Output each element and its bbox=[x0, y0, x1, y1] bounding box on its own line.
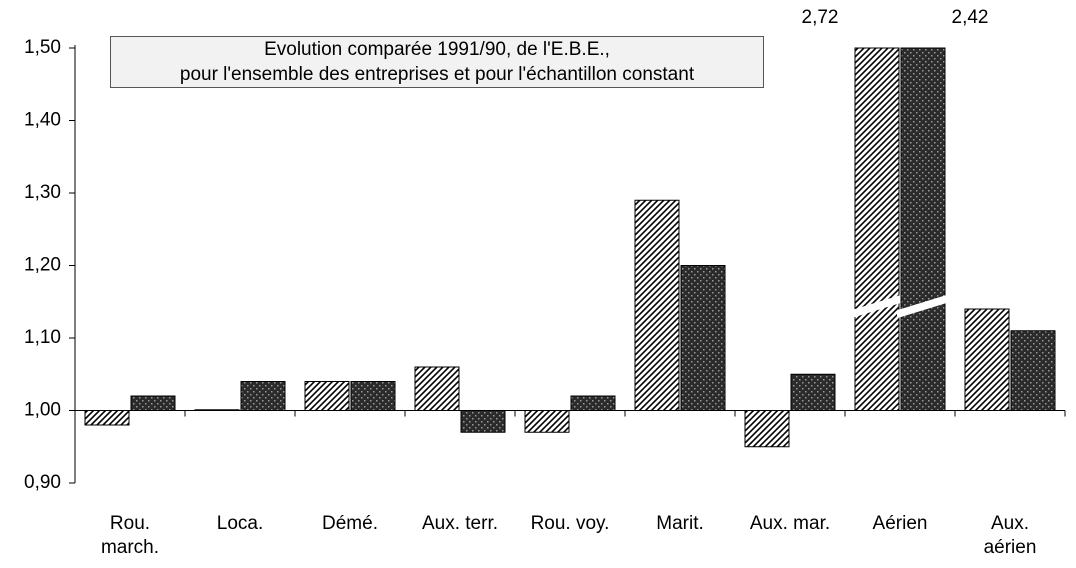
x-tick-label: Aérien bbox=[872, 513, 928, 534]
y-tick-label: 1,10 bbox=[24, 327, 61, 348]
x-tick-label: Démé. bbox=[322, 513, 378, 534]
bar bbox=[790, 373, 836, 411]
bar bbox=[1010, 330, 1056, 411]
y-tick-label: 1,50 bbox=[24, 37, 61, 58]
bar bbox=[964, 308, 1010, 411]
bar bbox=[524, 410, 570, 433]
x-tick-label: Rou. march. bbox=[100, 513, 160, 558]
bar bbox=[634, 199, 680, 411]
bar bbox=[680, 265, 726, 411]
value-label: 2,72 bbox=[802, 7, 839, 28]
value-label: 2,42 bbox=[952, 7, 989, 28]
bar bbox=[744, 410, 790, 448]
x-tick-label: Aux. mar. bbox=[749, 513, 831, 534]
x-tick-label: Rou. voy. bbox=[530, 513, 610, 534]
y-tick-label: 1,00 bbox=[24, 400, 61, 421]
bar bbox=[130, 395, 176, 411]
bar bbox=[84, 410, 130, 426]
axis-break bbox=[851, 294, 903, 319]
bar bbox=[240, 381, 286, 411]
y-tick-label: 1,30 bbox=[24, 182, 61, 203]
y-tick-label: 1,20 bbox=[24, 255, 61, 276]
chart-title: Evolution comparée 1991/90, de l'E.B.E., bbox=[264, 39, 610, 60]
bar bbox=[304, 381, 350, 411]
bar bbox=[570, 395, 616, 411]
bar bbox=[350, 381, 396, 411]
bar bbox=[414, 366, 460, 411]
bar bbox=[460, 410, 506, 433]
axis-break bbox=[897, 294, 949, 319]
x-tick-label: Aux. aérien bbox=[983, 513, 1037, 558]
bar bbox=[900, 47, 946, 411]
y-tick-label: 1,40 bbox=[24, 110, 61, 131]
x-tick-label: Marit. bbox=[656, 513, 704, 534]
x-tick-label: Aux. terr. bbox=[421, 513, 499, 534]
chart-title-box: Evolution comparée 1991/90, de l'E.B.E.,… bbox=[110, 36, 764, 88]
bar bbox=[854, 47, 900, 411]
y-tick-label: 0,90 bbox=[24, 472, 61, 493]
chart-subtitle: pour l'ensemble des entreprises et pour … bbox=[179, 64, 695, 85]
x-tick-label: Loca. bbox=[216, 513, 264, 534]
